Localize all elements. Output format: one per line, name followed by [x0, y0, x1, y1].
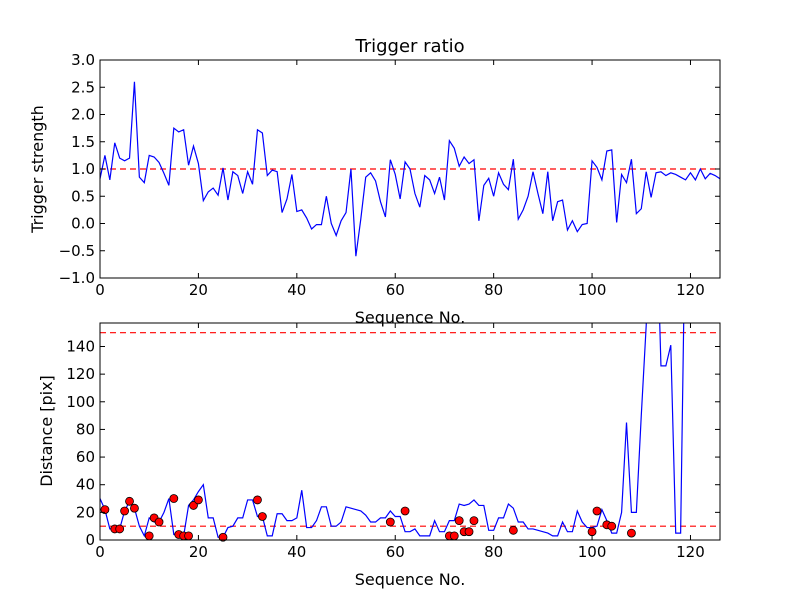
markers-layer: [100, 494, 636, 542]
y-tick-label: 2.5: [71, 78, 95, 96]
chart-title: Trigger ratio: [354, 36, 464, 57]
y-tick-label: 60: [76, 448, 95, 466]
x-tick-label: 20: [189, 543, 208, 561]
x-tick-label: 40: [287, 543, 306, 561]
x-tick-label: 80: [484, 543, 503, 561]
y-tick-label: 20: [76, 503, 95, 521]
y-tick-label: 0.0: [71, 215, 95, 233]
data-marker: [469, 516, 479, 526]
y-tick-label: 0.5: [71, 187, 95, 205]
data-marker: [115, 524, 125, 534]
data-marker: [100, 505, 110, 514]
y-tick-label: −0.5: [59, 242, 95, 260]
x-tick-label: 100: [578, 543, 607, 561]
y-tick-label: 100: [66, 393, 95, 411]
ticks-layer: 0 20 40 60 80 100 120 0 20 40 60 80 100 120 140: [66, 323, 720, 561]
threshold-layer: [100, 332, 720, 527]
y-tick-label: 1.5: [71, 133, 95, 151]
data-marker: [218, 532, 228, 542]
data-marker: [508, 525, 518, 535]
x-tick-label: 0: [95, 281, 105, 299]
data-marker: [449, 531, 459, 541]
series-layer: [99, 81, 721, 257]
x-tick-label: 80: [484, 281, 503, 299]
data-marker: [587, 527, 597, 537]
x-axis-label: Sequence No.: [355, 308, 466, 327]
data-line: [100, 323, 685, 538]
data-marker: [400, 506, 410, 516]
y-tick-label: 2.0: [71, 106, 95, 124]
x-tick-label: 60: [386, 543, 405, 561]
y-tick-label: 1.0: [71, 160, 95, 178]
distance-panel: Distance [pix] Sequence No. 0 20 40 60 80 100…: [37, 322, 721, 589]
data-marker: [189, 501, 198, 510]
y-tick-label: 120: [66, 365, 95, 383]
x-tick-label: 20: [189, 281, 208, 299]
x-tick-label: 120: [676, 281, 705, 299]
data-marker: [120, 506, 130, 516]
data-marker: [130, 503, 139, 513]
series-layer: [100, 323, 685, 538]
trigger-ratio-panel: Trigger ratio Trigger strength Sequence …: [28, 36, 721, 327]
data-marker: [385, 517, 395, 527]
x-tick-label: 120: [676, 543, 705, 561]
data-marker: [144, 531, 154, 541]
data-marker: [454, 516, 464, 526]
data-marker: [184, 531, 193, 541]
x-tick-label: 100: [578, 281, 607, 299]
data-marker: [464, 527, 474, 537]
y-tick-label: 0: [85, 531, 95, 549]
data-marker: [125, 496, 134, 506]
data-marker: [592, 506, 602, 516]
data-marker: [627, 528, 636, 538]
y-tick-label: 80: [76, 420, 95, 438]
y-tick-label: 40: [76, 476, 95, 494]
x-axis-label: Sequence No.: [355, 570, 466, 589]
data-marker: [253, 495, 262, 505]
plot-frame: [99, 322, 721, 541]
data-marker: [169, 494, 179, 503]
y-tick-label: 140: [66, 337, 95, 355]
y-tick-label: −1.0: [59, 269, 95, 287]
ticks-layer: 0 20 40 60 80 100 120 −1.0 −0.5 0.0 0.5 1.0 1.5 2.0 2.…: [59, 51, 720, 299]
x-tick-label: 40: [287, 281, 306, 299]
data-marker: [194, 495, 203, 505]
plot-frame: [99, 59, 721, 279]
data-marker: [607, 521, 617, 531]
x-tick-label: 60: [386, 281, 405, 299]
y-tick-label: 3.0: [71, 51, 95, 69]
data-line: [99, 81, 721, 257]
y-axis-label: Distance [pix]: [37, 375, 56, 487]
data-marker: [257, 512, 267, 521]
data-marker: [154, 517, 164, 527]
x-tick-label: 0: [95, 543, 105, 561]
y-axis-label: Trigger strength: [28, 105, 47, 234]
